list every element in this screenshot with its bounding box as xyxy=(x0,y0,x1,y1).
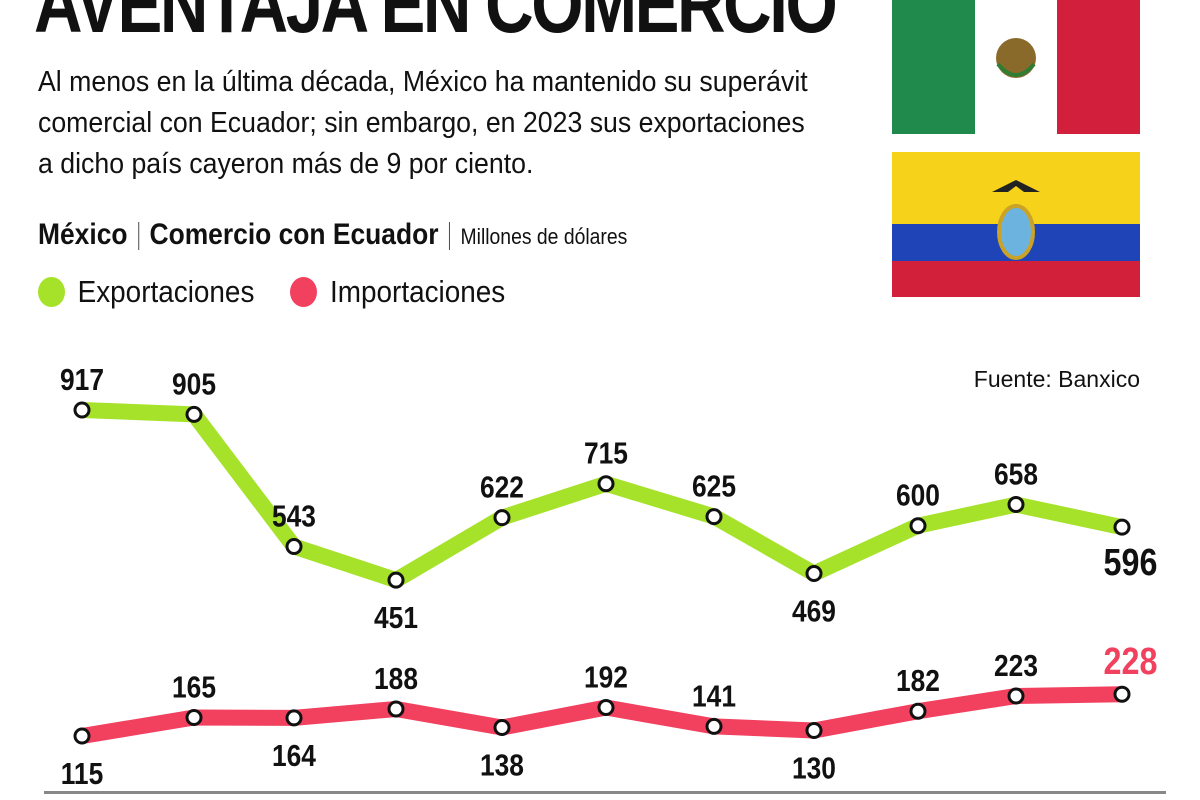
data-label: 451 xyxy=(374,601,418,635)
data-point xyxy=(909,517,927,535)
series-line-exportaciones xyxy=(81,402,1124,589)
data-point xyxy=(493,509,511,527)
data-point xyxy=(1007,496,1025,514)
data-label: 138 xyxy=(480,749,524,783)
baseline xyxy=(44,791,1166,794)
data-point xyxy=(597,475,615,493)
data-label: 141 xyxy=(692,679,736,713)
ecuador-flag xyxy=(892,152,1140,297)
data-point xyxy=(805,565,823,583)
data-point xyxy=(285,709,303,727)
data-point xyxy=(185,405,203,423)
headline: AVENTAJA EN COMERCIO xyxy=(34,0,838,50)
legend-imports: Importaciones xyxy=(330,274,506,309)
topic-label: Comercio con Ecuador xyxy=(149,218,439,251)
mexico-flag xyxy=(892,0,1140,134)
unit-label: Millones de dólares xyxy=(460,224,628,249)
data-label: 164 xyxy=(272,739,316,773)
data-label: 622 xyxy=(480,471,524,505)
data-point xyxy=(1007,687,1025,705)
data-label: 192 xyxy=(584,661,628,695)
source-note: Fuente: Banxico xyxy=(973,366,1140,392)
data-label: 469 xyxy=(792,595,836,629)
data-label: 600 xyxy=(896,479,940,513)
data-point xyxy=(705,508,723,526)
legend-swatch-exports xyxy=(38,277,65,307)
data-point xyxy=(73,401,91,419)
data-point xyxy=(493,718,511,736)
data-label: 115 xyxy=(61,757,103,791)
data-label: 905 xyxy=(172,367,216,401)
data-label: 182 xyxy=(896,664,940,698)
data-label: 715 xyxy=(584,437,628,471)
data-point xyxy=(1113,518,1131,536)
data-point xyxy=(387,700,405,718)
data-label: 223 xyxy=(994,649,1038,683)
data-label: 543 xyxy=(272,500,316,534)
data-label: 228 xyxy=(1104,641,1158,683)
data-label: 130 xyxy=(792,752,836,786)
data-point xyxy=(909,702,927,720)
subtitle: Al menos en la última década, México ha … xyxy=(38,66,808,180)
data-label: 625 xyxy=(692,470,736,504)
data-point xyxy=(387,571,405,589)
legend-swatch-imports xyxy=(290,277,318,307)
chart-meta: México Comercio con Ecuador Millones de dó… xyxy=(38,218,627,252)
data-label: 165 xyxy=(172,671,216,705)
data-point xyxy=(185,709,203,726)
data-point xyxy=(705,717,723,735)
country-label: México xyxy=(38,218,128,251)
data-label: 658 xyxy=(994,458,1038,492)
data-label: 188 xyxy=(374,662,418,696)
data-label: 596 xyxy=(1104,542,1158,584)
data-point xyxy=(805,721,823,739)
legend-exports: Exportaciones xyxy=(77,274,255,309)
data-point xyxy=(1113,685,1131,703)
data-point xyxy=(285,538,303,556)
data-point xyxy=(73,727,91,745)
legend: Exportaciones Importaciones xyxy=(38,274,505,310)
data-label: 917 xyxy=(60,363,104,397)
data-point xyxy=(597,699,615,717)
